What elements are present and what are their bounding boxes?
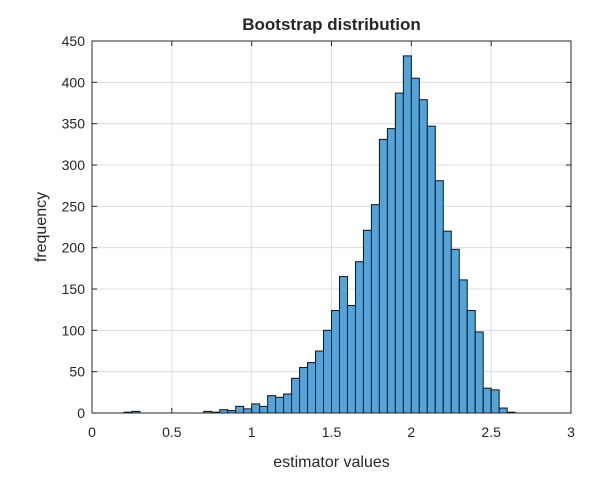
histogram-bar — [338, 276, 348, 414]
histogram-bar — [498, 407, 508, 414]
histogram-bar — [307, 362, 317, 414]
bars-layer — [123, 55, 516, 414]
ticks-layer: 0 0.5 1 1.5 2 2.5 3 0 50 100 150 200 250 300 350 400 450 — [62, 33, 575, 440]
y-tick-label: 300 — [62, 157, 86, 173]
histogram-bar — [482, 387, 492, 414]
histogram-bar — [386, 128, 396, 414]
histogram-bar — [490, 389, 500, 414]
histogram-bar — [450, 248, 460, 414]
histogram-bar — [410, 77, 420, 414]
histogram-bar — [235, 405, 245, 414]
x-axis-label: estimator values — [273, 454, 390, 471]
histogram-bar — [378, 138, 388, 414]
x-tick-label: 2.5 — [481, 424, 501, 440]
histogram-bar — [259, 405, 269, 414]
histogram-bar — [331, 309, 340, 414]
histogram-bar — [267, 395, 277, 414]
histogram-bar — [442, 230, 452, 414]
y-tick-label: 150 — [62, 281, 86, 297]
histogram-bar — [402, 55, 412, 414]
x-tick-label: 0.5 — [162, 424, 182, 440]
histogram-bar — [418, 99, 428, 414]
x-tick-label: 3 — [567, 424, 575, 440]
x-tick-label: 2 — [407, 424, 415, 440]
y-tick-label: 100 — [62, 322, 86, 338]
histogram-bar — [346, 305, 356, 414]
y-tick-label: 50 — [69, 364, 85, 380]
histogram-bar — [458, 279, 468, 414]
histogram-bar — [434, 180, 444, 414]
histogram-bar — [394, 92, 404, 414]
x-tick-label: 1.5 — [322, 424, 342, 440]
chart-title: Bootstrap distribution — [242, 15, 420, 34]
histogram-bar — [291, 377, 301, 414]
histogram-bar — [315, 350, 325, 414]
histogram-bar — [275, 396, 285, 414]
histogram-bar — [474, 331, 484, 414]
y-tick-label: 350 — [62, 116, 86, 132]
y-tick-label: 400 — [62, 74, 86, 90]
y-axis-label: frequency — [33, 192, 50, 262]
x-tick-label: 0 — [88, 424, 96, 440]
histogram-bar — [362, 229, 372, 414]
y-tick-label: 0 — [77, 405, 85, 421]
y-tick-label: 450 — [62, 33, 86, 49]
histogram-bar — [354, 261, 364, 414]
histogram-bar — [243, 408, 253, 414]
y-tick-label: 250 — [62, 198, 86, 214]
histogram-bar — [283, 393, 293, 414]
histogram-bar — [426, 125, 436, 414]
y-tick-label: 200 — [62, 240, 86, 256]
histogram-bar — [251, 403, 261, 414]
histogram-bar — [370, 204, 380, 414]
histogram-bar — [323, 329, 332, 414]
histogram-bar — [466, 309, 476, 414]
x-tick-label: 1 — [248, 424, 256, 440]
histogram-bar — [299, 367, 309, 414]
